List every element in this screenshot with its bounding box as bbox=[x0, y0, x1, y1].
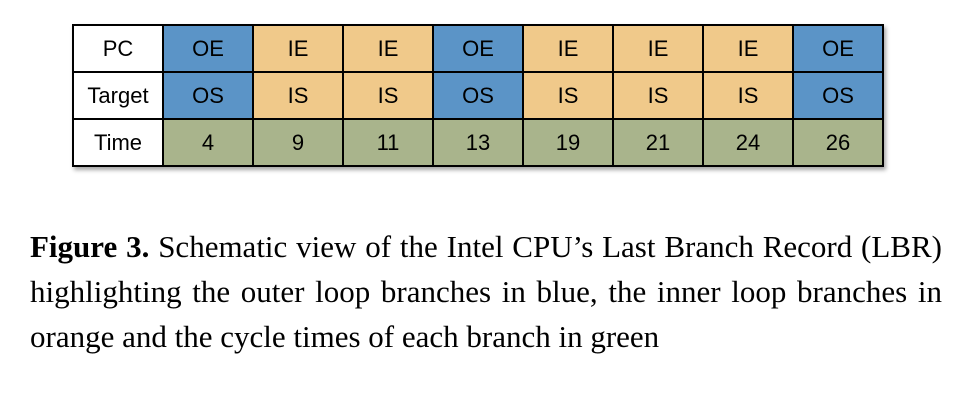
table-row-pc: PC OE IE IE OE IE IE IE OE bbox=[72, 24, 884, 73]
table-cell: IS bbox=[342, 71, 434, 120]
table-cell: IE bbox=[252, 24, 344, 73]
figure-label: Figure 3. bbox=[30, 229, 150, 264]
table-row-time: Time 4 9 11 13 19 21 24 26 bbox=[72, 118, 884, 167]
table-cell: 11 bbox=[342, 118, 434, 167]
table-cell: IS bbox=[612, 71, 704, 120]
figure-caption: Figure 3. Schematic view of the Intel CP… bbox=[30, 224, 942, 359]
table-cell: 13 bbox=[432, 118, 524, 167]
table-cell: IS bbox=[702, 71, 794, 120]
table-cell: 4 bbox=[162, 118, 254, 167]
row-header-pc: PC bbox=[72, 24, 164, 73]
lbr-table: PC OE IE IE OE IE IE IE OE Target OS IS … bbox=[72, 24, 884, 167]
table-cell: IE bbox=[702, 24, 794, 73]
table-cell: OE bbox=[162, 24, 254, 73]
row-header-time: Time bbox=[72, 118, 164, 167]
table-cell: IS bbox=[252, 71, 344, 120]
table-cell: IE bbox=[342, 24, 434, 73]
table-cell: OS bbox=[792, 71, 884, 120]
table-cell: 26 bbox=[792, 118, 884, 167]
table-cell: IS bbox=[522, 71, 614, 120]
table-cell: OE bbox=[792, 24, 884, 73]
table-cell: IE bbox=[522, 24, 614, 73]
table-cell: OS bbox=[432, 71, 524, 120]
table-cell: 19 bbox=[522, 118, 614, 167]
table-cell: OS bbox=[162, 71, 254, 120]
table-cell: 9 bbox=[252, 118, 344, 167]
caption-text: Schematic view of the Intel CPU’s Last B… bbox=[30, 229, 942, 354]
table-cell: 24 bbox=[702, 118, 794, 167]
row-header-target: Target bbox=[72, 71, 164, 120]
table-row-target: Target OS IS IS OS IS IS IS OS bbox=[72, 71, 884, 120]
table-cell: IE bbox=[612, 24, 704, 73]
table-cell: OE bbox=[432, 24, 524, 73]
table-cell: 21 bbox=[612, 118, 704, 167]
